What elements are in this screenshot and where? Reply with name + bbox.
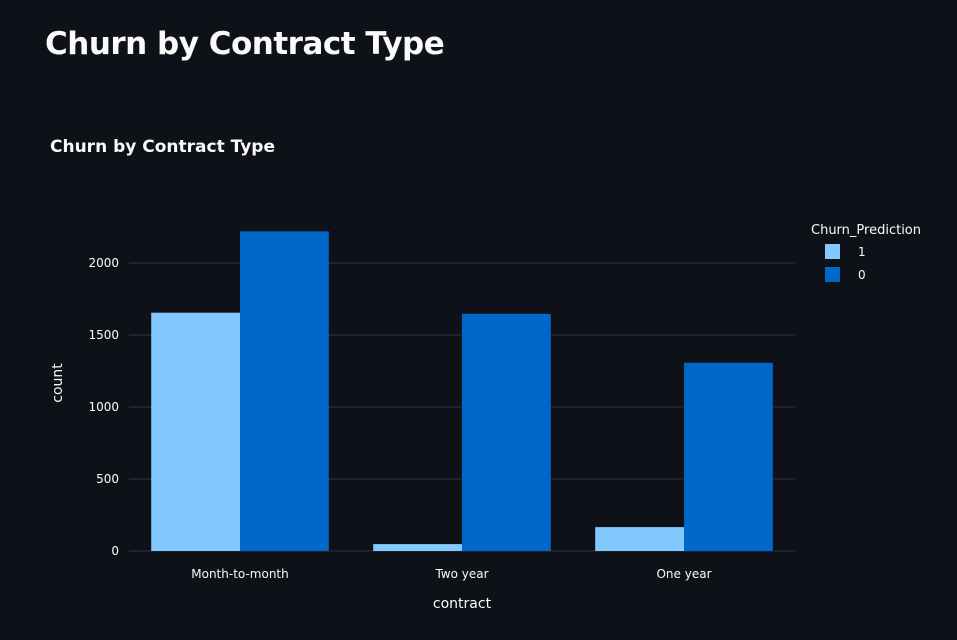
bar[interactable]	[373, 544, 462, 551]
x-tick-label: Two year	[434, 567, 488, 581]
chart-title: Churn by Contract Type	[50, 137, 275, 157]
legend: Churn_Prediction 1 0	[811, 223, 921, 282]
legend-label[interactable]: 0	[858, 268, 866, 282]
chart-container: Churn by Contract Type 0 500 1000 1500 2000 …	[0, 120, 957, 640]
y-tick-labels: 0 500 1000 1500 2000	[88, 256, 119, 558]
legend-label[interactable]: 1	[858, 245, 866, 259]
y-tick-label: 2000	[88, 256, 119, 270]
y-tick-label: 0	[111, 544, 119, 558]
x-tick-labels: Month-to-month Two year One year	[191, 567, 711, 581]
bar[interactable]	[595, 527, 684, 551]
x-tick-label: One year	[656, 567, 711, 581]
bar[interactable]	[684, 362, 773, 551]
bars	[151, 231, 773, 551]
x-axis-label: contract	[433, 596, 492, 612]
bar[interactable]	[240, 231, 329, 551]
legend-swatch[interactable]	[825, 267, 840, 282]
page-title: Churn by Contract Type	[45, 26, 445, 62]
y-tick-label: 1000	[88, 400, 119, 414]
legend-title: Churn_Prediction	[811, 223, 921, 238]
y-axis-label: count	[50, 363, 66, 403]
bar-chart: Churn by Contract Type 0500100015002000 …	[50, 137, 921, 612]
y-tick-label: 500	[96, 472, 119, 486]
bar[interactable]	[462, 313, 551, 551]
x-tick-label: Month-to-month	[191, 567, 289, 581]
y-tick-label: 1500	[88, 328, 119, 342]
legend-swatch[interactable]	[825, 244, 840, 259]
bar[interactable]	[151, 312, 240, 551]
